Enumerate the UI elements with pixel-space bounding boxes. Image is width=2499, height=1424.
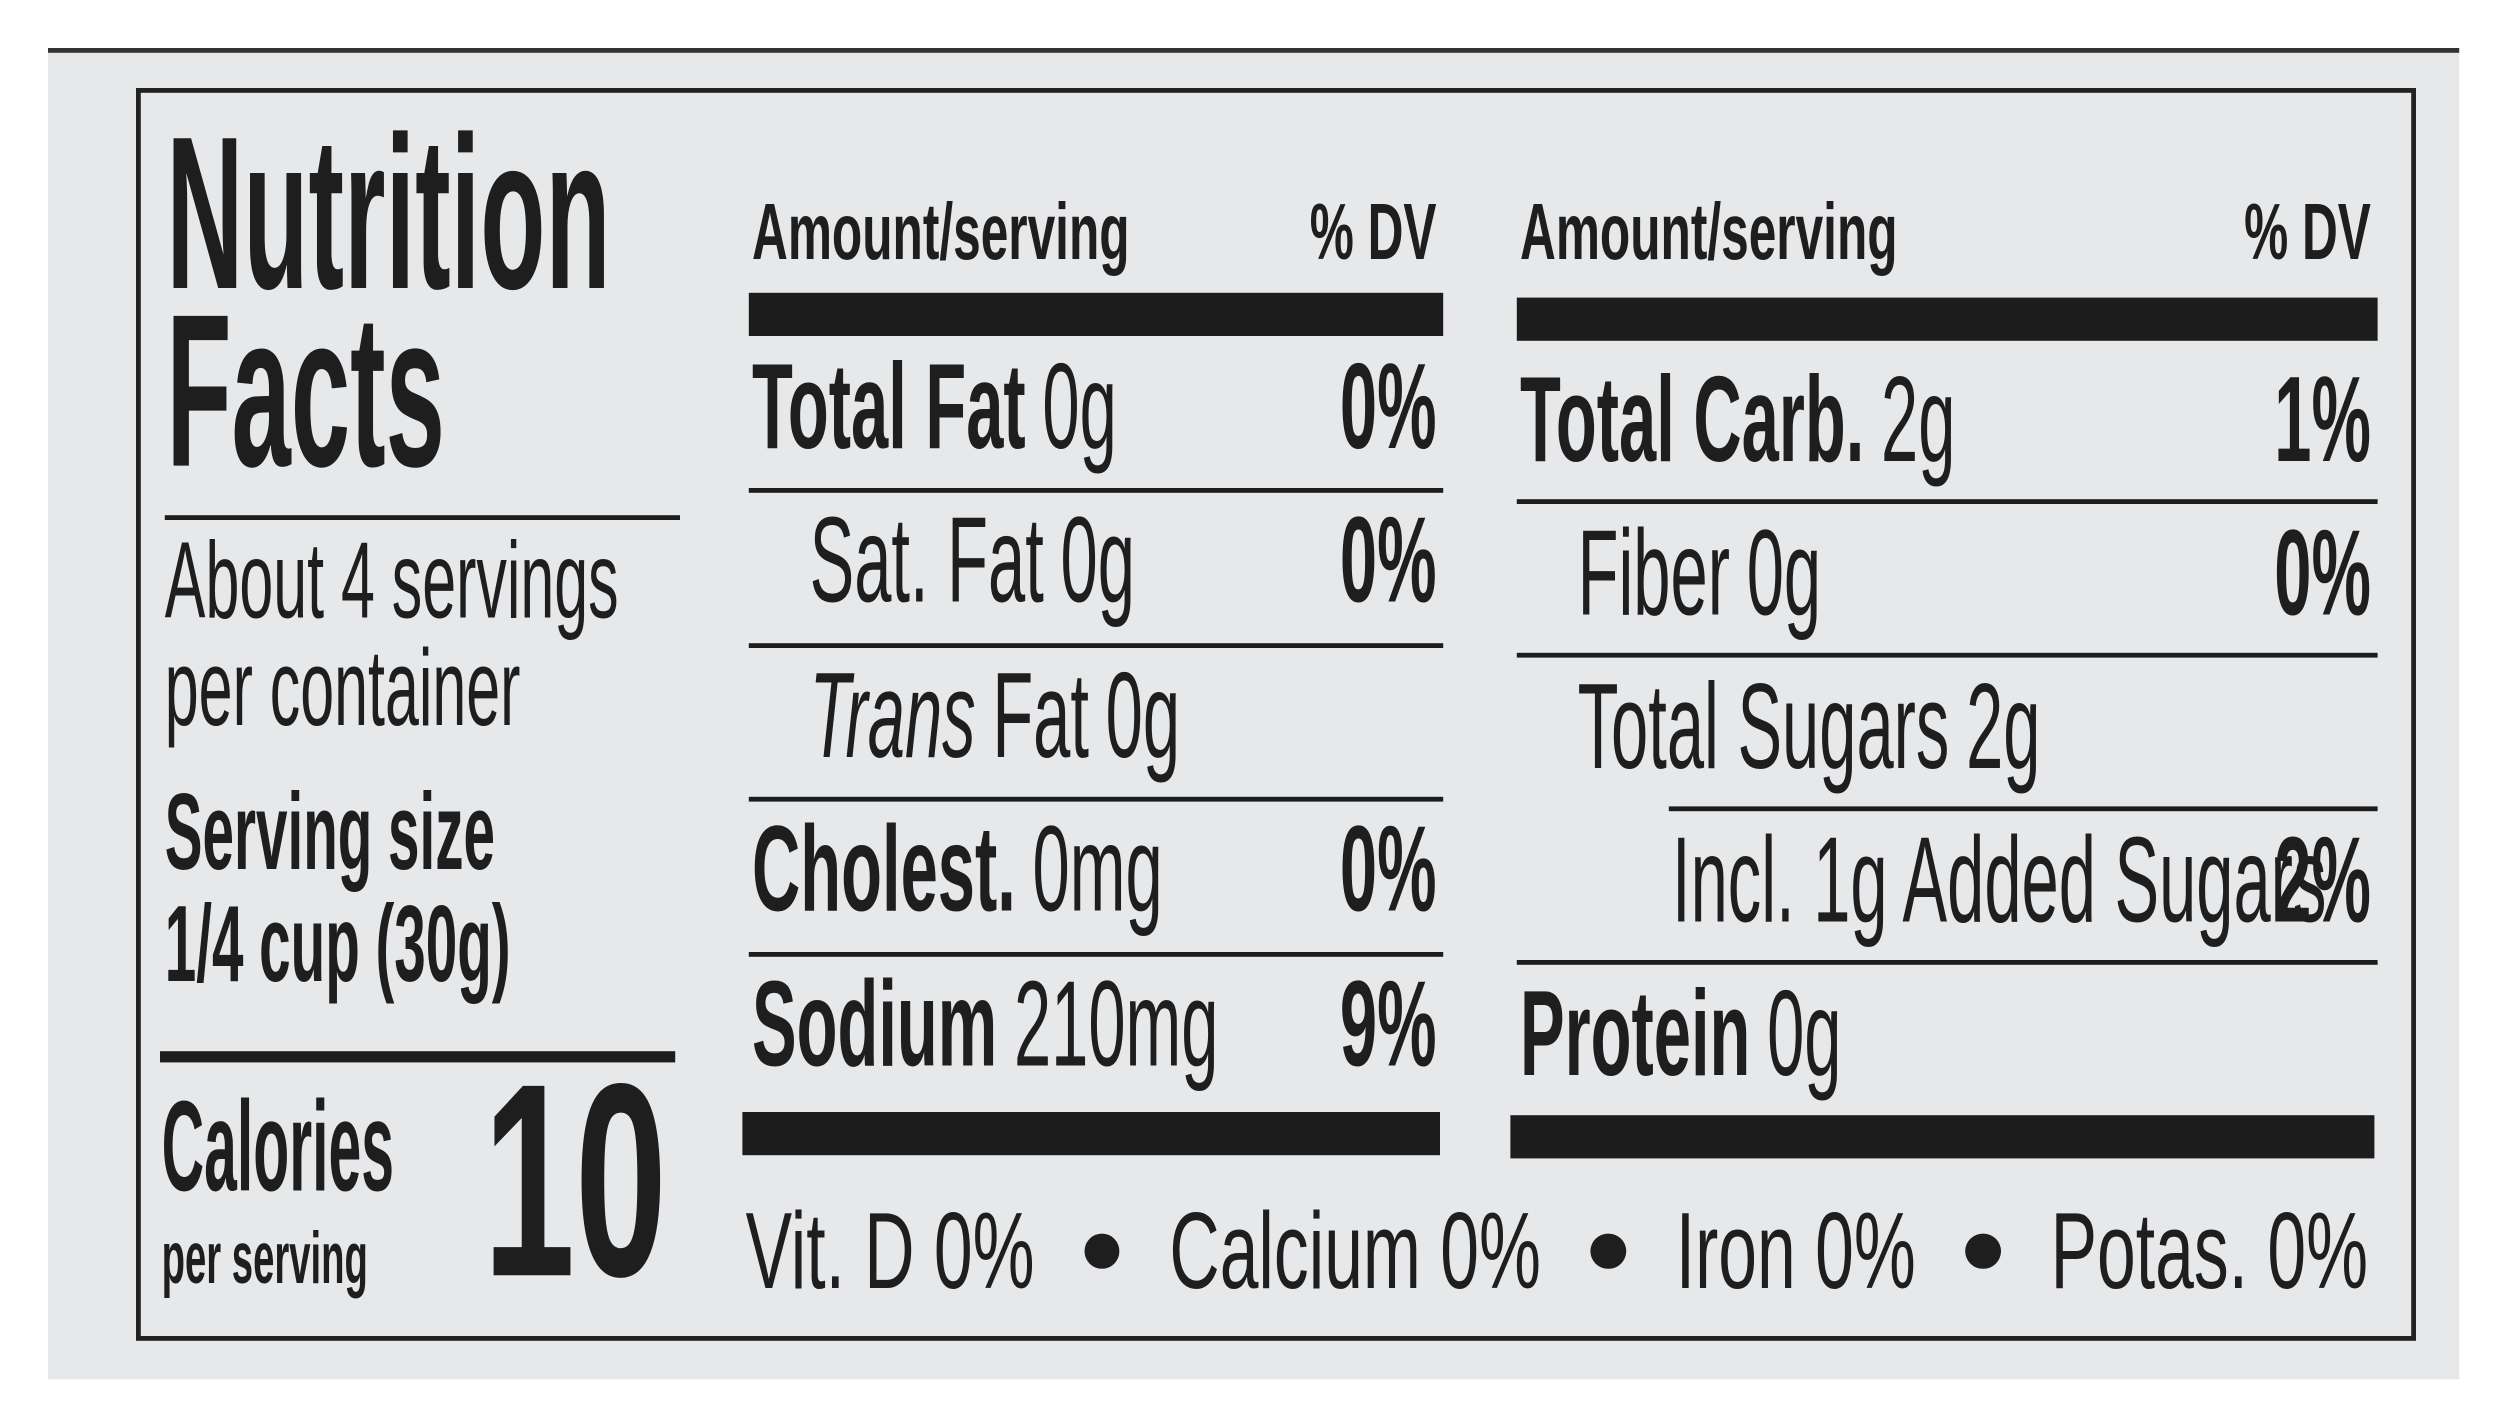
calories-value: 10 (483, 1043, 667, 1318)
serving-size-amount-part: 1/4 cup (30g) (164, 883, 511, 1006)
rule (748, 796, 1444, 802)
servings: per container (165, 634, 521, 743)
footer-item: Iron 0% (1675, 1191, 1916, 1313)
servings: About 4 servings (165, 527, 619, 636)
nutrient-name: Trans (809, 647, 976, 784)
nutrient-row: Total Carb. 2g (1520, 359, 1955, 482)
nutrient-amount: 210mg (1013, 956, 1219, 1093)
rule (748, 951, 1444, 956)
header-dv: % DV (1310, 192, 1437, 272)
thick-rule (748, 292, 1444, 336)
nutrient-row: Total Sugars 2g (1578, 666, 2041, 789)
nutrient-name: Fat (992, 647, 1089, 784)
nutrient-row: Fiber 0g (1578, 512, 1821, 635)
bullet (1084, 1234, 1120, 1270)
nutrient-amount: 0mg (1032, 802, 1163, 939)
calories-per: per serving (162, 1220, 368, 1294)
header-dv: % DV (2244, 192, 2371, 272)
nutrient-dv-part: 9% (1340, 956, 1437, 1093)
nutrient-name: Sodium (752, 956, 998, 1093)
nutrient-dv: 0% (1340, 500, 1437, 623)
footer-item: Vit. D 0% (745, 1191, 1035, 1313)
calories-label: Calories (162, 1082, 394, 1211)
bullet (1965, 1234, 2001, 1270)
nutrient-name: Total Fat (752, 338, 1026, 475)
nutrient-row: Sat. Fat 0g (810, 500, 1135, 623)
nutrient-name: Incl. 1g Added Sugars (1672, 812, 2327, 949)
nutrient-dv-part: 0% (1340, 338, 1437, 475)
servings-part: per container (164, 627, 521, 750)
nutrient-dv-part: 0% (2274, 505, 2372, 642)
nutrient-dv: 1% (2275, 359, 2372, 482)
nutrient-row: Total Fat 0g (752, 346, 1117, 469)
nutrient-dv: 2% (2275, 820, 2372, 942)
header-amount-part: Amount/serving (752, 187, 1130, 277)
rule (1516, 499, 2378, 504)
calories-value-part: 10 (483, 1026, 667, 1334)
nutrient-row: Incl. 1g Added Sugars (1672, 820, 2326, 942)
nutrient-amount: 0g (1746, 505, 1822, 642)
nutrient-name: Total Sugars (1577, 658, 1950, 795)
nutrient-amount: 2g (1966, 658, 2041, 795)
nutrient-dv: 0% (1340, 809, 1437, 932)
nutrient-dv: 0% (1340, 346, 1437, 469)
nutrient-dv: 9% (1340, 964, 1437, 1086)
header-amount-part: Amount/serving (1520, 187, 1898, 277)
serving-size-label-part: Serving size (164, 771, 495, 894)
thick-rule (1510, 1115, 2375, 1159)
nutrient-amount: 0g (1767, 966, 1842, 1103)
serving-size-label: Serving size (165, 778, 495, 887)
title: Facts (166, 281, 445, 499)
thick-rule (1516, 297, 2378, 341)
servings-part: About 4 servings (164, 520, 619, 643)
nutrient-row: Protein 0g (1520, 973, 1842, 1096)
header-amount: Amount/serving (752, 192, 1130, 272)
nutrient-name: Cholest. (752, 802, 1016, 939)
nutrient-row: Trans Fat 0g (810, 655, 1180, 778)
bullet (1590, 1234, 1626, 1270)
nutrient-dv: 0% (2275, 512, 2372, 635)
rule (1516, 960, 2378, 965)
thick-rule (742, 1112, 1440, 1156)
rule (1516, 652, 2378, 658)
nutrient-row: Sodium 210mg (752, 964, 1218, 1086)
label-border (136, 88, 2416, 1341)
rule (748, 488, 1444, 493)
nutrient-amount: 0g (1060, 493, 1135, 630)
footer-item: Potas. 0% (2050, 1191, 2368, 1313)
title: Nutrition (166, 104, 610, 322)
nutrient-dv-part: 0% (1340, 493, 1437, 630)
title-part: Nutrition (166, 90, 611, 335)
calories-per-part: per serving (161, 1215, 368, 1299)
nutrient-dv-part: 1% (2274, 351, 2372, 488)
nutrient-amount: 0g (1105, 647, 1181, 784)
nutrient-name: Total Carb. (1520, 351, 1865, 488)
rule (164, 515, 681, 520)
nutrient-dv-part: 0% (1340, 802, 1437, 939)
nutrient-amount: 0g (1042, 338, 1117, 475)
header-dv-part: % DV (1310, 187, 1437, 277)
thick-rule (160, 1051, 676, 1063)
nutrient-name: Fiber (1577, 505, 1730, 642)
rule (748, 642, 1444, 648)
title-part: Facts (166, 268, 445, 512)
header-dv-part: % DV (2244, 187, 2372, 277)
nutrient-name: Sat. Fat (809, 493, 1044, 630)
nutrient-name: Protein (1520, 966, 1751, 1103)
footer-item: Calcium 0% (1169, 1191, 1541, 1313)
rule (1668, 806, 2378, 812)
calories-label-part: Calories (161, 1075, 394, 1218)
footer: Vit. D 0% Calcium 0% Iron 0% Potas. 0% (746, 1197, 2368, 1306)
nutrient-row: Cholest. 0mg (752, 809, 1163, 932)
nutrient-dv-part: 2% (2274, 812, 2372, 949)
header-amount: Amount/serving (1520, 192, 1898, 272)
nutrient-amount: 2g (1881, 351, 1956, 488)
serving-size-amount: 1/4 cup (30g) (165, 890, 511, 999)
